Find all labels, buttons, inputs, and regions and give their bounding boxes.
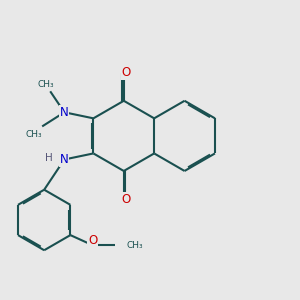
- Text: O: O: [121, 66, 130, 79]
- Text: O: O: [88, 234, 97, 247]
- Text: O: O: [121, 193, 130, 206]
- Text: CH₃: CH₃: [126, 241, 143, 250]
- Text: H: H: [45, 153, 53, 163]
- Text: N: N: [60, 106, 69, 119]
- Text: N: N: [60, 153, 69, 166]
- Text: CH₃: CH₃: [26, 130, 42, 139]
- Text: CH₃: CH₃: [38, 80, 55, 88]
